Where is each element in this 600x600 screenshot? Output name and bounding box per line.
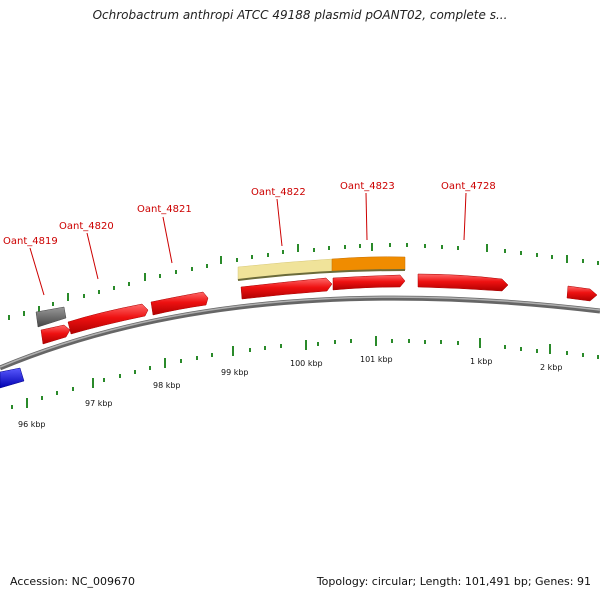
- gene-feature[interactable]: [332, 274, 406, 291]
- outer-ruler: [8, 243, 599, 320]
- backbone-track: [0, 295, 600, 371]
- gene-feature[interactable]: [417, 273, 509, 292]
- rna-feature[interactable]: [0, 367, 25, 389]
- gene-feature[interactable]: [67, 303, 149, 335]
- ruler-label: 96 kbp: [18, 420, 46, 429]
- inner-ruler: [11, 336, 599, 409]
- accession-text: Accession: NC_009670: [10, 575, 136, 588]
- gene-label[interactable]: Oant_4821: [137, 204, 192, 215]
- map-title: Ochrobactrum anthropi ATCC 49188 plasmid…: [92, 8, 508, 22]
- gene-label[interactable]: Oant_4819: [3, 236, 58, 247]
- gene-feature[interactable]: [566, 285, 598, 302]
- label-leaders: [29, 192, 467, 296]
- ruler-label: 100 kbp: [290, 359, 323, 368]
- ruler-label: 101 kbp: [360, 355, 393, 364]
- region-bar[interactable]: [237, 256, 406, 281]
- ruler-label: 1 kbp: [470, 357, 492, 366]
- gene-label[interactable]: Oant_4823: [340, 181, 395, 192]
- ruler-label: 99 kbp: [221, 368, 249, 377]
- gene-feature[interactable]: [40, 324, 71, 345]
- ruler-label: 2 kbp: [540, 363, 562, 372]
- genome-summary: Topology: circular; Length: 101,491 bp; …: [316, 575, 591, 588]
- gene-feature[interactable]: [240, 277, 333, 300]
- ruler-label: 97 kbp: [85, 399, 113, 408]
- ruler-label: 98 kbp: [153, 381, 181, 390]
- gene-feature[interactable]: [150, 291, 209, 316]
- gene-label[interactable]: Oant_4728: [441, 181, 496, 192]
- gene-label[interactable]: Oant_4822: [251, 187, 306, 198]
- gene-feature[interactable]: [35, 306, 67, 328]
- gene-label[interactable]: Oant_4820: [59, 221, 114, 232]
